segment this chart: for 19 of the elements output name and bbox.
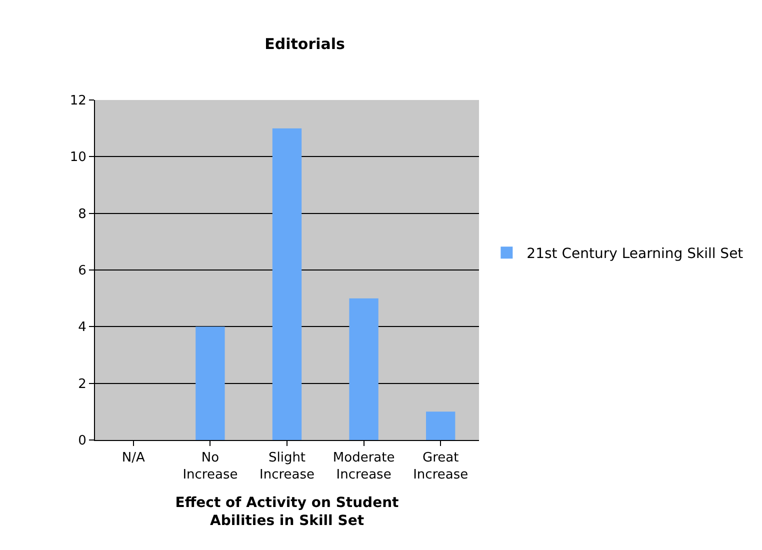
chart-title: Editorials bbox=[264, 35, 346, 53]
x-tick-label: Great Increase bbox=[413, 450, 468, 482]
x-tick-label: Moderate Increase bbox=[332, 450, 395, 482]
bar bbox=[426, 412, 456, 440]
bar bbox=[272, 128, 302, 440]
x-tick-label: No Increase bbox=[182, 450, 238, 482]
y-tick-label: 4 bbox=[78, 320, 86, 336]
y-tick-label: 0 bbox=[78, 434, 86, 449]
x-tick-label: Slight Increase bbox=[259, 450, 315, 482]
y-tick-label: 8 bbox=[78, 206, 86, 222]
y-tick-label: 12 bbox=[70, 94, 86, 109]
bar bbox=[349, 298, 378, 440]
y-tick-label: 2 bbox=[78, 376, 86, 392]
y-tick-label: 10 bbox=[70, 150, 86, 166]
bar bbox=[196, 326, 225, 440]
x-tick-label: N/A bbox=[122, 450, 146, 466]
legend-label: 21st Century Learning Skill Set bbox=[526, 246, 744, 262]
x-axis-title: Effect of Activity on Student Abilities in Skill Set bbox=[175, 494, 400, 529]
y-tick-label: 6 bbox=[78, 264, 86, 279]
